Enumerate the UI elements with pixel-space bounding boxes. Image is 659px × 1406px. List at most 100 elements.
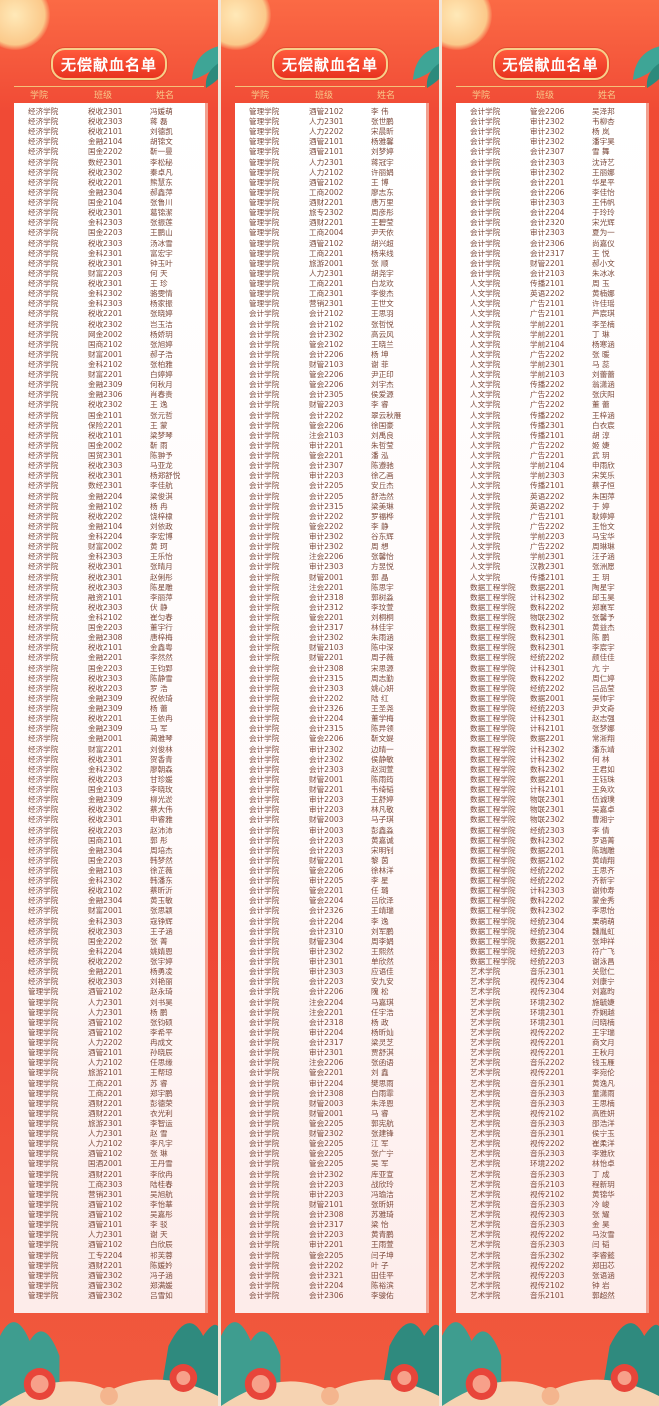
name-cell: 高胜妍	[592, 1108, 615, 1118]
name-cell: 肖春贵	[150, 390, 173, 400]
college-cell: 管理学院	[28, 1210, 59, 1220]
class-cell: 汉教2301	[530, 562, 565, 572]
college-cell: 人文学院	[470, 451, 501, 461]
class-cell: 管会2205	[309, 1149, 344, 1159]
college-cell: 会计学院	[249, 1270, 280, 1280]
class-cell: 音乐2202	[530, 1058, 565, 1068]
name-cell: 郝子浩	[150, 349, 173, 359]
college-cell: 会计学院	[249, 896, 280, 906]
name-cell: 闫晓楠	[592, 1017, 615, 1027]
class-cell: 会计2326	[309, 704, 344, 714]
name-cell: 宋光辉	[592, 218, 615, 228]
class-cell: 审计2302	[309, 946, 344, 956]
name-cell: 刘康宁	[592, 977, 615, 987]
table-row: 经济学院 税收2303 伏 静	[14, 603, 205, 613]
table-row: 经济学院 税收2302 蔡大伟	[14, 805, 205, 815]
college-cell: 数据工程学院	[470, 906, 516, 916]
class-cell: 税收2203	[88, 683, 123, 693]
name-cell: 孙晓辰	[150, 1048, 173, 1058]
name-cell: 白衣宸	[592, 420, 615, 430]
class-cell: 金科2302	[88, 289, 123, 299]
table-row: 会计学院 会计2102 张哲悦	[235, 320, 426, 330]
name-cell: 魏胤虹	[592, 926, 615, 936]
table-row: 数据工程学院 数科2301 李宸宇	[456, 643, 646, 653]
name-cell: 王 悦	[592, 248, 610, 258]
college-cell: 管理学院	[249, 289, 280, 299]
table-row: 人文学院 学前2301 汪子涵	[456, 552, 646, 562]
class-cell: 会计2320	[530, 218, 565, 228]
college-cell: 经济学院	[28, 238, 59, 248]
donor-list: 管理学院 酒管2102 李 伟管理学院 人力2301 张世鹏 管理学院 人力2202 宋晨昕管…	[235, 103, 429, 1313]
table-row: 管理学院 酒管2102 李怡華	[14, 1200, 205, 1210]
college-cell: 经济学院	[28, 400, 59, 410]
class-cell: 酒管2102	[309, 107, 344, 116]
college-cell: 管理学院	[249, 177, 280, 187]
name-cell: 杨昕灿	[371, 1027, 394, 1037]
college-cell: 经济学院	[28, 329, 59, 339]
table-row: 经济学院 税收2101 金鑫粤	[14, 643, 205, 653]
college-cell: 会计学院	[249, 1098, 280, 1108]
name-cell: 安丘杰	[371, 481, 394, 491]
name-cell: 吴旭航	[150, 1189, 173, 1199]
table-row: 经济学院 金融2309 杨 蕾	[14, 704, 205, 714]
class-cell: 管会2206	[309, 420, 344, 430]
college-cell: 管理学院	[28, 1149, 59, 1159]
college-cell: 会计学院	[249, 572, 280, 582]
table-row: 会计学院 会计2317 林佳宇	[235, 623, 426, 633]
class-cell: 酒财2201	[88, 1260, 123, 1270]
class-cell: 税收2301	[88, 279, 123, 289]
college-cell: 会计学院	[249, 511, 280, 521]
table-row: 会计学院 会计2302 库亚宣	[235, 1170, 426, 1180]
class-cell: 注会2201	[309, 582, 344, 592]
table-row: 经济学院 国金2103 李晓玫	[14, 785, 205, 795]
table-row: 人文学院 传播2101 周 玉	[456, 279, 646, 289]
college-cell: 会计学院	[249, 774, 280, 784]
table-row: 经济学院 金科2303 王乐怡	[14, 552, 205, 562]
table-row: 会计学院 会计2303 姚心妍	[235, 684, 426, 694]
class-cell: 会计2206	[309, 987, 344, 997]
class-cell: 会计2205	[309, 491, 344, 501]
name-cell: 王奂欢	[592, 785, 615, 795]
name-cell: 周仁婷	[592, 673, 615, 683]
class-cell: 会计2317	[309, 1220, 344, 1230]
name-cell: 刘梦婷	[371, 147, 394, 157]
class-cell: 金科2303	[88, 916, 123, 926]
name-cell: 罗 浩	[150, 683, 168, 693]
class-cell: 税收2202	[88, 511, 123, 521]
table-row: 经济学院 财富2203 何 天	[14, 269, 205, 279]
table-row: 数据工程学院 计科2101 王奂欢	[456, 785, 646, 795]
table-row: 会计学院 管会2205 闫子坤	[235, 1251, 426, 1261]
table-row: 经济学院 税收2303 陈静雪	[14, 674, 205, 684]
class-cell: 音乐2303	[530, 1149, 565, 1159]
college-cell: 经济学院	[28, 370, 59, 380]
college-cell: 经济学院	[28, 532, 59, 542]
name-cell: 刘蕾蕾	[592, 370, 615, 380]
college-cell: 艺术学院	[470, 1260, 501, 1270]
college-cell: 经济学院	[28, 299, 59, 309]
name-cell: 杨勇凌	[150, 967, 173, 977]
table-row: 会计学院 会计2318 郭树淼	[235, 593, 426, 603]
class-cell: 税收2301	[88, 562, 123, 572]
class-cell: 管会2204	[309, 896, 344, 906]
college-cell: 艺术学院	[470, 1119, 501, 1128]
college-cell: 会计学院	[249, 967, 280, 977]
name-cell: 李宏博	[150, 532, 173, 542]
table-row: 艺术学院 视传2102 黄锦华	[456, 1190, 646, 1200]
table-row: 会计学院 会计2307 陈遵驰	[235, 461, 426, 471]
college-cell: 会计学院	[249, 501, 280, 511]
name-cell: 郭 晶	[371, 572, 389, 582]
table-row: 数据工程学院 经统2303 李 倩	[456, 826, 646, 836]
class-cell: 环境2301	[530, 1017, 565, 1027]
name-cell: 张钧硕	[150, 1017, 173, 1027]
name-cell: 甘珍媛	[150, 774, 173, 784]
name-cell: 钟玉叶	[150, 258, 173, 268]
table-row: 经济学院 国金2202 张 菁	[14, 937, 205, 947]
college-cell: 经济学院	[28, 420, 59, 430]
class-cell: 审计2303	[530, 198, 565, 208]
class-cell: 管会2206	[309, 380, 344, 390]
class-cell: 管会2206	[530, 107, 565, 116]
table-row: 人文学院 学前2303 宋笑乐	[456, 471, 646, 481]
table-row: 艺术学院 视传2303 张 耀	[456, 1210, 646, 1220]
table-row: 会计学院 会计2312 李玟萱	[235, 603, 426, 613]
class-cell: 物联2302	[530, 613, 565, 622]
